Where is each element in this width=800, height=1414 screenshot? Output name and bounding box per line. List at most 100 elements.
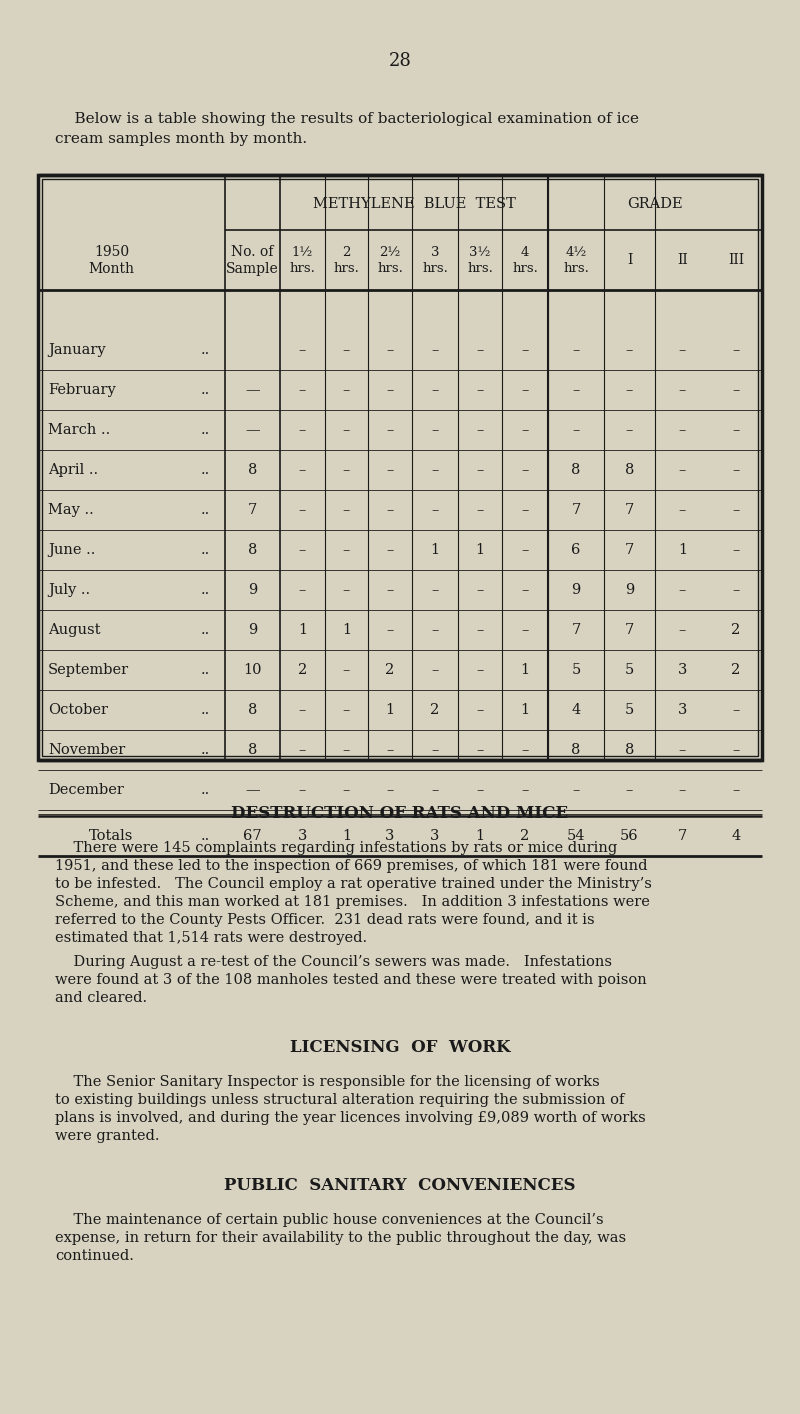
Text: –: – bbox=[476, 742, 484, 756]
Text: 2: 2 bbox=[520, 829, 530, 843]
Text: 1½: 1½ bbox=[292, 246, 313, 259]
Text: II: II bbox=[677, 253, 688, 267]
Text: –: – bbox=[343, 344, 350, 356]
Text: No. of: No. of bbox=[231, 245, 274, 259]
Text: DESTRUCTION OF RATS AND MICE: DESTRUCTION OF RATS AND MICE bbox=[231, 805, 569, 822]
Text: 7: 7 bbox=[571, 503, 581, 518]
Text: 3: 3 bbox=[430, 246, 439, 259]
Text: –: – bbox=[386, 543, 394, 557]
Text: –: – bbox=[476, 344, 484, 356]
Text: –: – bbox=[732, 503, 740, 518]
Text: April ..: April .. bbox=[48, 462, 98, 477]
Text: METHYLENE  BLUE  TEST: METHYLENE BLUE TEST bbox=[313, 198, 515, 212]
Text: –: – bbox=[386, 583, 394, 597]
Text: 7: 7 bbox=[625, 624, 634, 636]
Text: expense, in return for their availability to the public throughout the day, was: expense, in return for their availabilit… bbox=[55, 1232, 626, 1244]
Text: —: — bbox=[245, 783, 260, 797]
Text: 56: 56 bbox=[620, 829, 639, 843]
Text: ..: .. bbox=[200, 383, 210, 397]
Text: –: – bbox=[732, 583, 740, 597]
Text: –: – bbox=[732, 423, 740, 437]
Text: –: – bbox=[626, 423, 633, 437]
Text: 1: 1 bbox=[298, 624, 307, 636]
Text: to existing buildings unless structural alteration requiring the submission of: to existing buildings unless structural … bbox=[55, 1093, 624, 1107]
Text: 2: 2 bbox=[342, 246, 350, 259]
Text: –: – bbox=[299, 583, 306, 597]
Text: 28: 28 bbox=[389, 52, 411, 71]
Text: estimated that 1,514 rats were destroyed.: estimated that 1,514 rats were destroyed… bbox=[55, 930, 367, 945]
Text: –: – bbox=[343, 423, 350, 437]
Text: –: – bbox=[476, 663, 484, 677]
Text: –: – bbox=[386, 344, 394, 356]
Text: –: – bbox=[522, 742, 529, 756]
Text: –: – bbox=[343, 543, 350, 557]
Text: 7: 7 bbox=[678, 829, 687, 843]
Text: 10: 10 bbox=[243, 663, 262, 677]
Text: 9: 9 bbox=[248, 624, 257, 636]
Text: were found at 3 of the 108 manholes tested and these were treated with poison: were found at 3 of the 108 manholes test… bbox=[55, 973, 646, 987]
Text: September: September bbox=[48, 663, 129, 677]
Text: 1950: 1950 bbox=[94, 245, 129, 259]
Text: –: – bbox=[476, 624, 484, 636]
Text: –: – bbox=[431, 383, 438, 397]
Text: 4: 4 bbox=[521, 246, 529, 259]
Text: –: – bbox=[299, 742, 306, 756]
Text: –: – bbox=[343, 383, 350, 397]
Text: –: – bbox=[626, 383, 633, 397]
Text: Month: Month bbox=[89, 262, 134, 276]
Text: plans is involved, and during the year licences involving £9,089 worth of works: plans is involved, and during the year l… bbox=[55, 1111, 646, 1126]
Text: —: — bbox=[245, 423, 260, 437]
Text: and cleared.: and cleared. bbox=[55, 991, 147, 1005]
Text: There were 145 complaints regarding infestations by rats or mice during: There were 145 complaints regarding infe… bbox=[55, 841, 618, 855]
Text: hrs.: hrs. bbox=[290, 263, 315, 276]
Text: –: – bbox=[732, 703, 740, 717]
Text: 1: 1 bbox=[521, 703, 530, 717]
Text: I: I bbox=[627, 253, 632, 267]
Text: –: – bbox=[476, 462, 484, 477]
Text: –: – bbox=[476, 423, 484, 437]
Text: –: – bbox=[522, 383, 529, 397]
Text: III: III bbox=[728, 253, 744, 267]
Text: –: – bbox=[732, 462, 740, 477]
Text: –: – bbox=[431, 423, 438, 437]
Text: 1: 1 bbox=[678, 543, 687, 557]
Text: –: – bbox=[679, 423, 686, 437]
Text: Totals: Totals bbox=[90, 829, 134, 843]
Text: 5: 5 bbox=[625, 703, 634, 717]
Text: ..: .. bbox=[200, 829, 210, 843]
Text: 3: 3 bbox=[386, 829, 394, 843]
Text: The Senior Sanitary Inspector is responsible for the licensing of works: The Senior Sanitary Inspector is respons… bbox=[55, 1075, 600, 1089]
Text: July ..: July .. bbox=[48, 583, 90, 597]
Text: –: – bbox=[431, 742, 438, 756]
Text: –: – bbox=[522, 543, 529, 557]
Text: ..: .. bbox=[200, 503, 210, 518]
Text: –: – bbox=[431, 344, 438, 356]
Text: –: – bbox=[679, 383, 686, 397]
Text: –: – bbox=[431, 663, 438, 677]
Text: 3½: 3½ bbox=[470, 246, 490, 259]
Text: 8: 8 bbox=[571, 462, 581, 477]
Text: 1: 1 bbox=[342, 829, 351, 843]
Text: 1: 1 bbox=[430, 543, 439, 557]
Text: May ..: May .. bbox=[48, 503, 94, 518]
Text: hrs.: hrs. bbox=[422, 263, 448, 276]
Text: hrs.: hrs. bbox=[377, 263, 403, 276]
Text: 9: 9 bbox=[248, 583, 257, 597]
Text: –: – bbox=[431, 462, 438, 477]
Text: –: – bbox=[732, 383, 740, 397]
Text: GRADE: GRADE bbox=[627, 198, 683, 212]
Text: –: – bbox=[299, 703, 306, 717]
Text: –: – bbox=[476, 583, 484, 597]
Text: 8: 8 bbox=[248, 703, 257, 717]
Text: 1951, and these led to the inspection of 669 premises, of which 181 were found: 1951, and these led to the inspection of… bbox=[55, 858, 647, 872]
Text: ..: .. bbox=[200, 663, 210, 677]
Text: –: – bbox=[679, 503, 686, 518]
Text: –: – bbox=[679, 783, 686, 797]
Text: cream samples month by month.: cream samples month by month. bbox=[55, 132, 307, 146]
Text: –: – bbox=[572, 423, 580, 437]
Text: –: – bbox=[522, 462, 529, 477]
Text: 2: 2 bbox=[731, 624, 741, 636]
Text: ..: .. bbox=[200, 462, 210, 477]
Text: ..: .. bbox=[200, 543, 210, 557]
Text: 8: 8 bbox=[248, 742, 257, 756]
